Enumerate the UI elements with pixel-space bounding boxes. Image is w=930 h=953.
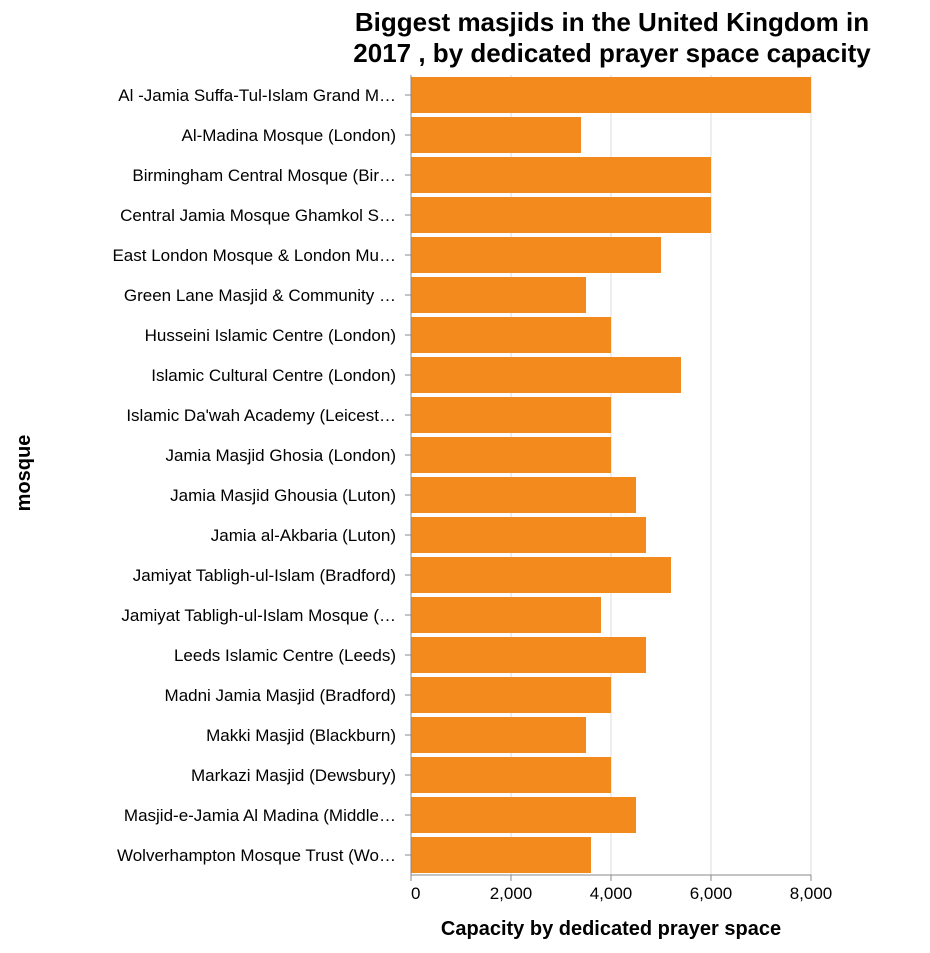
bar-13: [411, 597, 601, 633]
category-label-18: Masjid-e-Jamia Al Madina (Middle…: [124, 806, 396, 825]
x-axis-title: Capacity by dedicated prayer space: [441, 918, 781, 940]
category-label-9: Jamia Masjid Ghosia (London): [165, 446, 396, 465]
bar-3: [411, 197, 711, 233]
category-label-16: Makki Masjid (Blackburn): [206, 726, 396, 745]
bar-15: [411, 677, 611, 713]
category-label-12: Jamiyat Tabligh-ul-Islam (Bradford): [133, 566, 396, 585]
y-axis-title: mosque: [13, 435, 35, 512]
x-tick-label-4: 8,000: [790, 884, 833, 903]
bar-11: [411, 517, 646, 553]
category-label-15: Madni Jamia Masjid (Bradford): [165, 686, 396, 705]
category-label-11: Jamia al-Akbaria (Luton): [211, 526, 396, 545]
bar-2: [411, 157, 711, 193]
bar-6: [411, 317, 611, 353]
y-axis: Al -Jamia Suffa-Tul-Islam Grand M… Al-Mad…: [112, 75, 412, 875]
bar-9: [411, 437, 611, 473]
category-label-5: Green Lane Masjid & Community …: [124, 286, 396, 305]
bars: [411, 77, 811, 873]
bar-12: [411, 557, 671, 593]
bar-17: [411, 757, 611, 793]
category-label-10: Jamia Masjid Ghousia (Luton): [170, 486, 396, 505]
x-tick-label-3: 6,000: [690, 884, 733, 903]
bar-18: [411, 797, 636, 833]
category-label-3: Central Jamia Mosque Ghamkol S…: [120, 206, 396, 225]
category-label-1: Al-Madina Mosque (London): [181, 126, 396, 145]
bar-4: [411, 237, 661, 273]
bar-7: [411, 357, 681, 393]
category-label-8: Islamic Da'wah Academy (Leicest…: [126, 406, 396, 425]
bar-19: [411, 837, 591, 873]
category-label-17: Markazi Masjid (Dewsbury): [191, 766, 396, 785]
category-label-4: East London Mosque & London Mu…: [112, 246, 396, 265]
grid-lines: [410, 75, 812, 875]
chart-title-line-1: Biggest masjids in the United Kingdom in: [355, 7, 869, 37]
bar-8: [411, 397, 611, 433]
category-label-14: Leeds Islamic Centre (Leeds): [174, 646, 396, 665]
bar-14: [411, 637, 646, 673]
x-tick-label-2: 4,000: [590, 884, 633, 903]
category-label-19: Wolverhampton Mosque Trust (Wo…: [117, 846, 396, 865]
category-label-6: Husseini Islamic Centre (London): [145, 326, 396, 345]
bar-5: [411, 277, 586, 313]
category-label-7: Islamic Cultural Centre (London): [151, 366, 396, 385]
x-tick-label-0: 0: [411, 884, 420, 903]
category-label-13: Jamiyat Tabligh-ul-Islam Mosque (…: [121, 606, 396, 625]
bar-1: [411, 117, 581, 153]
chart-title-line-2: 2017 , by dedicated prayer space capacit…: [353, 38, 871, 68]
x-tick-label-1: 2,000: [490, 884, 533, 903]
category-label-2: Birmingham Central Mosque (Bir…: [132, 166, 396, 185]
bar-10: [411, 477, 636, 513]
x-axis: 0 2,000 4,000 6,000 8,000: [410, 874, 833, 903]
bar-0: [411, 77, 811, 113]
category-label-0: Al -Jamia Suffa-Tul-Islam Grand M…: [118, 86, 396, 105]
bar-16: [411, 717, 586, 753]
